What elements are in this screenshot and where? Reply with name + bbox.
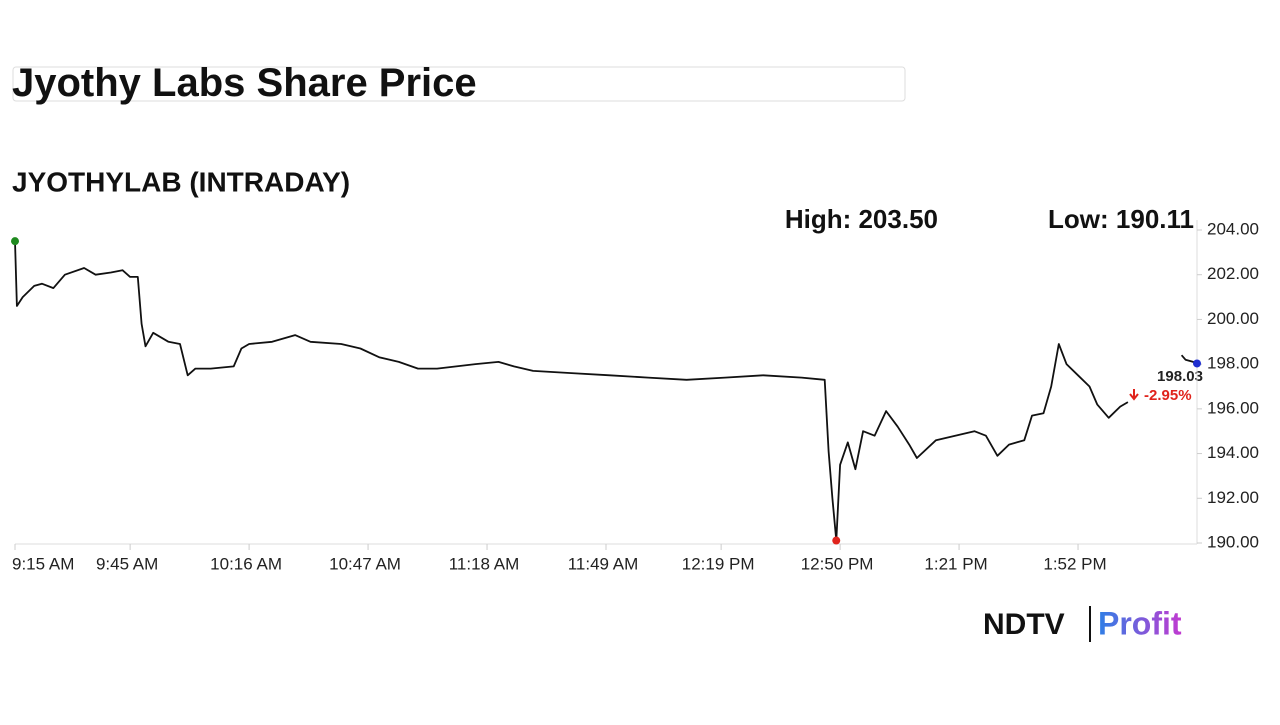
price-line: [14, 241, 1198, 542]
y-tick-label: 194.00: [1207, 443, 1259, 462]
brand-logo: NDTV Profit: [983, 605, 1182, 642]
x-tick-label: 9:15 AM: [12, 554, 74, 573]
x-tick-label: 11:18 AM: [449, 554, 520, 573]
high-label: High: 203.50: [785, 204, 938, 234]
x-tick-label: 12:19 PM: [682, 554, 755, 573]
low-marker: [832, 536, 841, 545]
y-tick-label: 202.00: [1207, 264, 1259, 283]
brand-right: Profit: [1098, 605, 1182, 641]
y-tick-label: 192.00: [1207, 488, 1259, 507]
high-marker: [11, 237, 19, 246]
change-label: -2.95%: [1144, 387, 1192, 404]
last-value-label: 198.03: [1157, 368, 1203, 385]
last-marker: [1193, 359, 1201, 368]
down-arrow: [1129, 389, 1139, 401]
x-tick-label: 10:47 AM: [329, 554, 401, 573]
y-tick-label: 196.00: [1207, 398, 1259, 417]
x-tick-label: 9:45 AM: [96, 554, 158, 573]
brand-left: NDTV: [983, 608, 1065, 641]
low-label: Low: 190.11: [1048, 204, 1194, 234]
x-tick-label: 10:16 AM: [210, 554, 282, 573]
chart-subtitle: JYOTHYLAB (INTRADAY): [12, 166, 350, 197]
title-box: [12, 66, 906, 102]
x-tick-label: 1:21 PM: [924, 554, 987, 573]
chart-title: Jyothy Labs Share Price: [12, 61, 477, 105]
x-tick-label: 12:50 PM: [801, 554, 874, 573]
x-tick-label: 11:49 AM: [568, 554, 639, 573]
x-tick-label: 1:52 PM: [1043, 554, 1106, 573]
y-tick-label: 198.00: [1207, 354, 1259, 373]
y-tick-label: 200.00: [1207, 309, 1259, 328]
y-tick-label: 204.00: [1207, 219, 1259, 238]
y-tick-label: 190.00: [1207, 532, 1259, 551]
